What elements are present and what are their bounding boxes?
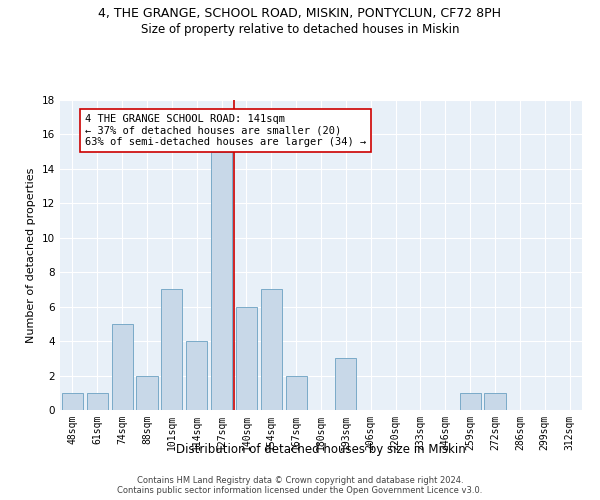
Bar	[161, 290, 182, 410]
Bar	[460, 393, 481, 410]
Bar	[211, 152, 232, 410]
Text: Distribution of detached houses by size in Miskin: Distribution of detached houses by size …	[176, 442, 466, 456]
Bar	[236, 306, 257, 410]
Text: Size of property relative to detached houses in Miskin: Size of property relative to detached ho…	[141, 22, 459, 36]
Y-axis label: Number of detached properties: Number of detached properties	[26, 168, 37, 342]
Bar	[261, 290, 282, 410]
Bar	[286, 376, 307, 410]
Bar	[136, 376, 158, 410]
Bar	[335, 358, 356, 410]
Bar	[112, 324, 133, 410]
Text: Contains HM Land Registry data © Crown copyright and database right 2024.
Contai: Contains HM Land Registry data © Crown c…	[118, 476, 482, 495]
Bar	[87, 393, 108, 410]
Bar	[186, 341, 207, 410]
Bar	[484, 393, 506, 410]
Text: 4 THE GRANGE SCHOOL ROAD: 141sqm
← 37% of detached houses are smaller (20)
63% o: 4 THE GRANGE SCHOOL ROAD: 141sqm ← 37% o…	[85, 114, 366, 147]
Bar	[62, 393, 83, 410]
Text: 4, THE GRANGE, SCHOOL ROAD, MISKIN, PONTYCLUN, CF72 8PH: 4, THE GRANGE, SCHOOL ROAD, MISKIN, PONT…	[98, 8, 502, 20]
